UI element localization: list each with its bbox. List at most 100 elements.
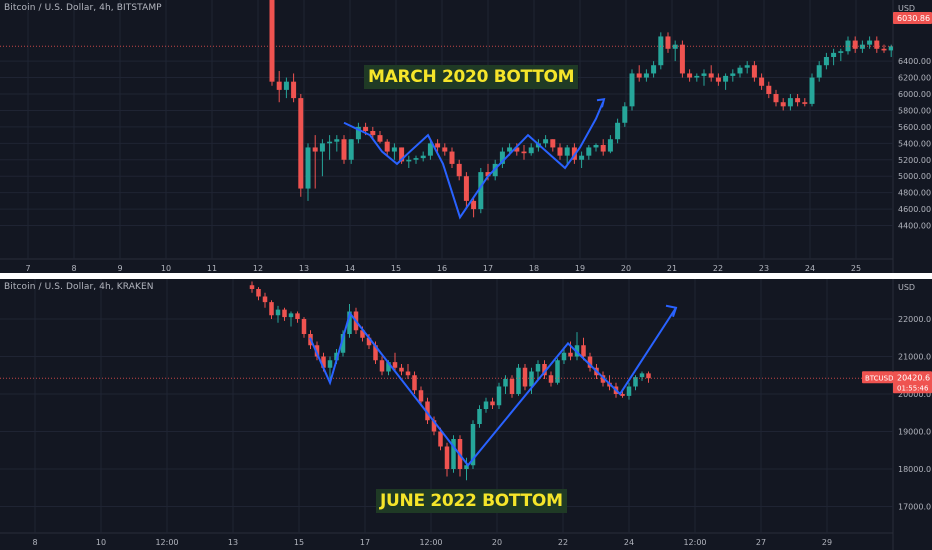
candle-down xyxy=(425,401,430,421)
pattern-trendline xyxy=(343,101,604,220)
candle-up xyxy=(845,40,851,52)
candle-up xyxy=(420,155,426,159)
x-tick-label: 12 xyxy=(253,264,263,273)
x-tick-label: 29 xyxy=(822,538,832,547)
y-tick-label: 4800.00 xyxy=(898,189,931,198)
june-2022-candlestick-chart[interactable]: 17000.0 18000.0 19000.0 20000.0 21000.0 22000… xyxy=(0,279,932,550)
x-tick-label: 12:00 xyxy=(155,538,178,547)
candle-up xyxy=(334,139,340,142)
candle-up xyxy=(615,122,621,140)
candle-up xyxy=(643,73,649,78)
x-tick-label: 15 xyxy=(294,538,304,547)
x-tick-label: 15 xyxy=(391,264,401,273)
candle-down xyxy=(291,81,297,99)
y-tick-label: 5200.00 xyxy=(898,156,931,165)
candle-up xyxy=(478,172,484,210)
candle-up xyxy=(406,159,412,162)
y-tick-label: 5800.00 xyxy=(898,106,931,115)
candle-down xyxy=(298,98,304,189)
candle-down xyxy=(636,73,642,78)
x-tick-label: 17 xyxy=(483,264,493,273)
x-tick-label: 7 xyxy=(25,264,30,273)
candle-down xyxy=(548,375,554,383)
candle-up xyxy=(288,313,294,318)
candle-up xyxy=(816,65,822,78)
candle-down xyxy=(522,367,528,387)
candle-up xyxy=(496,386,502,406)
candle-up xyxy=(470,424,476,466)
candle-down xyxy=(370,131,376,136)
candle-down xyxy=(521,151,527,154)
candle-down xyxy=(295,313,300,319)
candle-down xyxy=(418,390,424,402)
x-tick-label: 12:00 xyxy=(419,538,442,547)
candle-down xyxy=(379,360,385,372)
candle-down xyxy=(715,77,721,82)
candle-up xyxy=(730,73,736,76)
x-tick-label: 22 xyxy=(713,264,723,273)
candle-down xyxy=(802,102,808,104)
candle-down xyxy=(301,319,307,334)
x-tick-label: 12:00 xyxy=(683,538,706,547)
x-tick-label: 23 xyxy=(759,264,769,273)
candle-up xyxy=(622,106,628,123)
candle-down xyxy=(282,309,287,318)
y-tick-label: 18000.0 xyxy=(898,465,931,474)
x-tick-label: 16 xyxy=(437,264,447,273)
y-tick-label: 17000.0 xyxy=(898,503,931,512)
candle-up xyxy=(319,143,325,152)
candle-up xyxy=(305,147,311,189)
x-tick-label: 14 xyxy=(345,264,355,273)
june-2022-annotation: JUNE 2022 BOTTOM xyxy=(376,489,567,513)
x-tick-label: 18 xyxy=(529,264,539,273)
candle-down xyxy=(435,143,441,148)
candle-up xyxy=(499,151,505,164)
candle-up xyxy=(694,75,700,78)
candle-up xyxy=(516,367,521,394)
x-tick-label: 24 xyxy=(624,538,634,547)
candle-down xyxy=(405,371,411,376)
candle-up xyxy=(651,65,657,74)
candle-up xyxy=(579,155,585,160)
candle-down xyxy=(412,375,417,391)
x-tick-label: 9 xyxy=(117,264,122,273)
pattern-trendline xyxy=(309,307,677,467)
x-tick-label: 17 xyxy=(360,538,370,547)
candle-down xyxy=(795,98,801,103)
candle-up xyxy=(859,44,865,49)
candle-up xyxy=(723,75,729,82)
candle-down xyxy=(550,139,556,148)
candle-up xyxy=(809,77,815,104)
candle-up xyxy=(701,73,707,76)
x-tick-label: 20 xyxy=(492,538,502,547)
bottom-chart-title: Bitcoin / U.S. Dollar, 4h, KRAKEN xyxy=(4,282,154,292)
candle-down xyxy=(708,73,714,78)
x-tick-label: 22 xyxy=(558,538,568,547)
candle-up xyxy=(555,360,560,383)
candle-down xyxy=(463,176,469,201)
panel-divider[interactable] xyxy=(0,273,932,279)
candle-up xyxy=(867,40,873,45)
candles-group xyxy=(269,0,893,218)
x-tick-label: 21 xyxy=(667,264,677,273)
march-2020-candlestick-chart[interactable]: 4400.00 4600.00 4800.00 5000.00 5200.00 5400.… xyxy=(0,0,932,273)
candle-down xyxy=(249,285,255,289)
candle-down xyxy=(881,48,887,51)
x-tick-label: 20 xyxy=(621,264,631,273)
candle-up xyxy=(413,158,419,160)
candle-down xyxy=(646,373,651,379)
x-tick-label: 19 xyxy=(575,264,585,273)
candle-down xyxy=(269,0,275,82)
candle-down xyxy=(780,102,786,107)
y-tick-label: 19000.0 xyxy=(898,428,931,437)
symbol-badge xyxy=(862,371,893,384)
x-tick-label: 10 xyxy=(96,538,106,547)
candle-up xyxy=(348,139,354,160)
candle-up xyxy=(629,73,635,107)
y-tick-label: 6000.00 xyxy=(898,90,931,99)
y-tick-label: 5600.00 xyxy=(898,123,931,132)
y-tick-label: 20000.0 xyxy=(898,390,931,399)
candle-down xyxy=(449,151,455,164)
y-unit-label: USD xyxy=(898,4,915,13)
candle-up xyxy=(543,139,549,144)
